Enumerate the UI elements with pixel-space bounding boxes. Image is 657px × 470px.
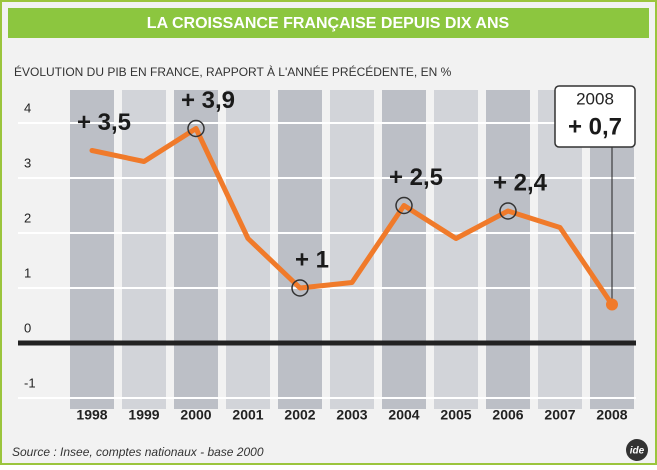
line	[89, 126, 615, 307]
column-band	[486, 90, 530, 409]
column-band	[382, 90, 426, 409]
x-tick-label: 1998	[76, 407, 107, 423]
column-band	[122, 90, 166, 409]
value-label: + 3,9	[181, 87, 235, 114]
x-tick-label: 2005	[440, 407, 471, 423]
point	[499, 202, 517, 220]
x-tick-label: 2002	[284, 407, 315, 423]
column-band	[70, 90, 114, 409]
logo-bg	[626, 439, 648, 461]
x-tick-label: 2001	[232, 407, 263, 423]
subtitle: ÉVOLUTION DU PIB EN FRANCE, RAPPORT À L'…	[14, 64, 452, 79]
column-band	[174, 90, 218, 409]
point	[187, 119, 205, 138]
source: Source : Insee, comptes nationaux - base…	[12, 445, 264, 459]
x-tick-label: 2007	[544, 407, 575, 423]
y-tick-label: 0	[24, 320, 31, 335]
x-tick-label: 2000	[180, 407, 211, 423]
x-tick-label: 2008	[596, 407, 627, 423]
point	[606, 298, 618, 311]
column-band	[226, 90, 270, 409]
value-label: + 2,5	[389, 164, 443, 191]
chart-title: LA CROISSANCE FRANÇAISE DEPUIS DIX ANS	[147, 15, 510, 32]
value-label: + 0,7	[568, 113, 622, 140]
column-band	[434, 90, 478, 409]
x-tick-label: 2003	[336, 407, 367, 423]
logo: ide	[630, 446, 645, 457]
value-label: + 2,4	[493, 169, 548, 196]
y-tick-label: 1	[24, 265, 31, 280]
y-tick-label: 2	[24, 210, 31, 225]
point	[291, 279, 309, 297]
column-band	[278, 90, 322, 409]
x-tick-label: 2006	[492, 407, 523, 423]
value-label: + 3,5	[77, 109, 131, 136]
point	[395, 196, 413, 215]
y-tick-label: -1	[24, 375, 36, 390]
y-tick-label: 4	[24, 100, 31, 115]
x-tick-label: 1999	[128, 407, 159, 423]
callout-box	[554, 85, 636, 148]
title-bar	[8, 8, 649, 38]
value-label: + 1	[295, 246, 329, 273]
callout-year: 2008	[576, 89, 614, 108]
x-tick-label: 2004	[388, 407, 419, 423]
y-tick-label: 3	[24, 155, 31, 170]
column-band	[330, 90, 374, 409]
